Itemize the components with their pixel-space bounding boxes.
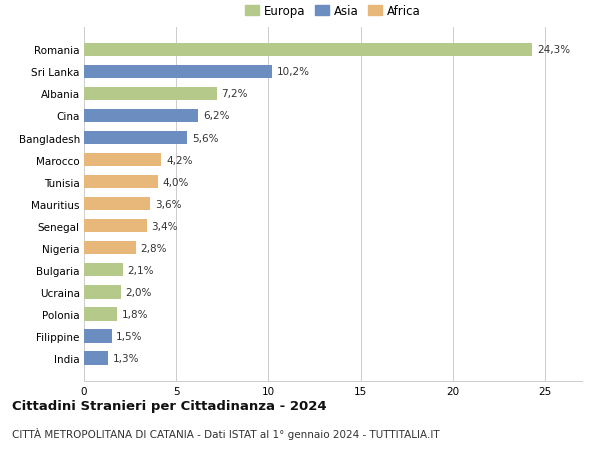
Text: 4,0%: 4,0%	[163, 177, 189, 187]
Legend: Europa, Asia, Africa: Europa, Asia, Africa	[245, 5, 421, 18]
Text: 3,4%: 3,4%	[151, 221, 178, 231]
Text: 3,6%: 3,6%	[155, 199, 182, 209]
Text: 1,8%: 1,8%	[122, 309, 148, 319]
Text: 24,3%: 24,3%	[537, 45, 570, 55]
Text: 1,5%: 1,5%	[116, 331, 143, 341]
Text: 2,1%: 2,1%	[127, 265, 154, 275]
Bar	[84, 44, 532, 57]
Bar	[84, 285, 121, 299]
Bar	[84, 154, 161, 167]
Bar	[84, 88, 217, 101]
Text: 2,0%: 2,0%	[125, 287, 152, 297]
Text: 5,6%: 5,6%	[192, 133, 218, 143]
Text: CITTÀ METROPOLITANA DI CATANIA - Dati ISTAT al 1° gennaio 2024 - TUTTITALIA.IT: CITTÀ METROPOLITANA DI CATANIA - Dati IS…	[12, 427, 440, 439]
Bar	[84, 220, 147, 233]
Bar	[84, 66, 272, 79]
Text: 7,2%: 7,2%	[221, 89, 248, 99]
Bar	[84, 110, 199, 123]
Text: 4,2%: 4,2%	[166, 155, 193, 165]
Bar	[84, 176, 158, 189]
Bar	[84, 198, 151, 211]
Bar	[84, 263, 123, 277]
Bar	[84, 308, 117, 321]
Bar	[84, 352, 108, 365]
Bar	[84, 242, 136, 255]
Text: 1,3%: 1,3%	[113, 353, 139, 363]
Bar	[84, 132, 187, 145]
Text: 6,2%: 6,2%	[203, 111, 229, 121]
Bar	[84, 330, 112, 343]
Text: 10,2%: 10,2%	[277, 67, 310, 77]
Text: Cittadini Stranieri per Cittadinanza - 2024: Cittadini Stranieri per Cittadinanza - 2…	[12, 399, 326, 412]
Text: 2,8%: 2,8%	[140, 243, 167, 253]
